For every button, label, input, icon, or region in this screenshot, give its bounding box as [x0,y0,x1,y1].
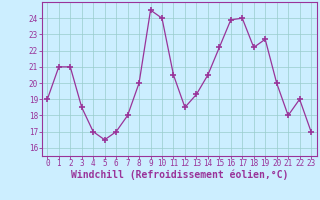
X-axis label: Windchill (Refroidissement éolien,°C): Windchill (Refroidissement éolien,°C) [70,170,288,180]
